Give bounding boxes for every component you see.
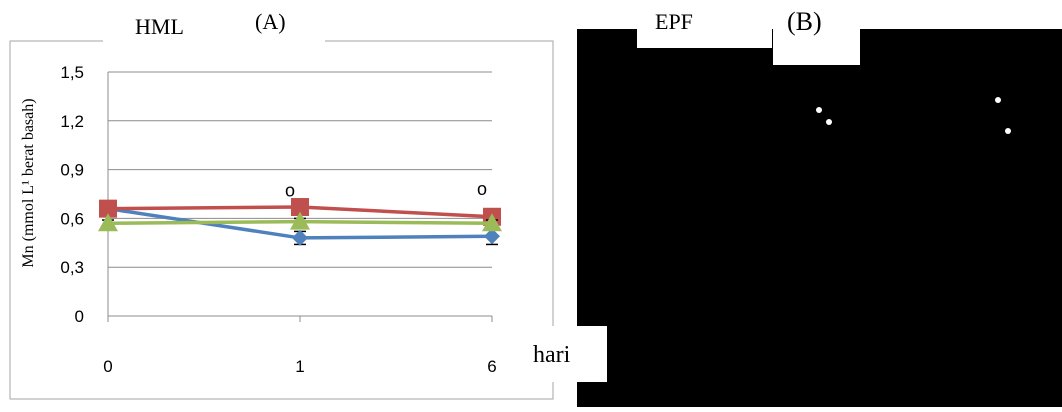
chart-a-title-cover [103,30,325,52]
chart-b-title-box [637,0,772,48]
chart-b-area [577,29,1062,407]
y-tick-label: 1,5 [60,63,84,82]
data-point [292,229,308,246]
x-tick-label: 6 [487,357,496,376]
annotation: o [477,179,487,199]
x-tick-label: 0 [103,357,112,376]
data-point [482,213,502,232]
xlabel-box [525,326,607,382]
y-tick-label: 1,2 [60,112,84,131]
chart-a-border [9,40,554,400]
data-point [291,198,309,217]
x-axis-label: hari [533,342,571,368]
data-point [99,199,117,218]
chart-b-dot [826,119,832,125]
chart-b-dot [995,97,1001,103]
chart-b-panel-label: (B) [787,7,822,36]
data-point [484,228,500,245]
chart-b-dot [1005,128,1011,134]
chart-a-title: HML [135,14,184,39]
chart-a-panel-label: (A) [255,9,286,34]
y-axis-label: Mn (mmol L¹ berat basah) [20,98,37,268]
chart-b-dot [816,107,822,113]
y-tick-label: 0,6 [60,209,84,228]
x-tick-label: 1 [295,357,304,376]
chart-b-panel-box [773,0,860,65]
data-point [98,213,118,232]
chart-a-plot: 0 0,3 0,6 0,9 1,2 1,5 0 1 6 o o [60,63,502,376]
data-point [290,211,310,230]
chart-b-title: EPF [655,9,693,34]
y-tick-label: 0,3 [60,258,84,277]
y-tick-label: 0 [75,307,84,326]
annotation: o [285,181,295,201]
y-tick-label: 0,9 [60,161,84,180]
